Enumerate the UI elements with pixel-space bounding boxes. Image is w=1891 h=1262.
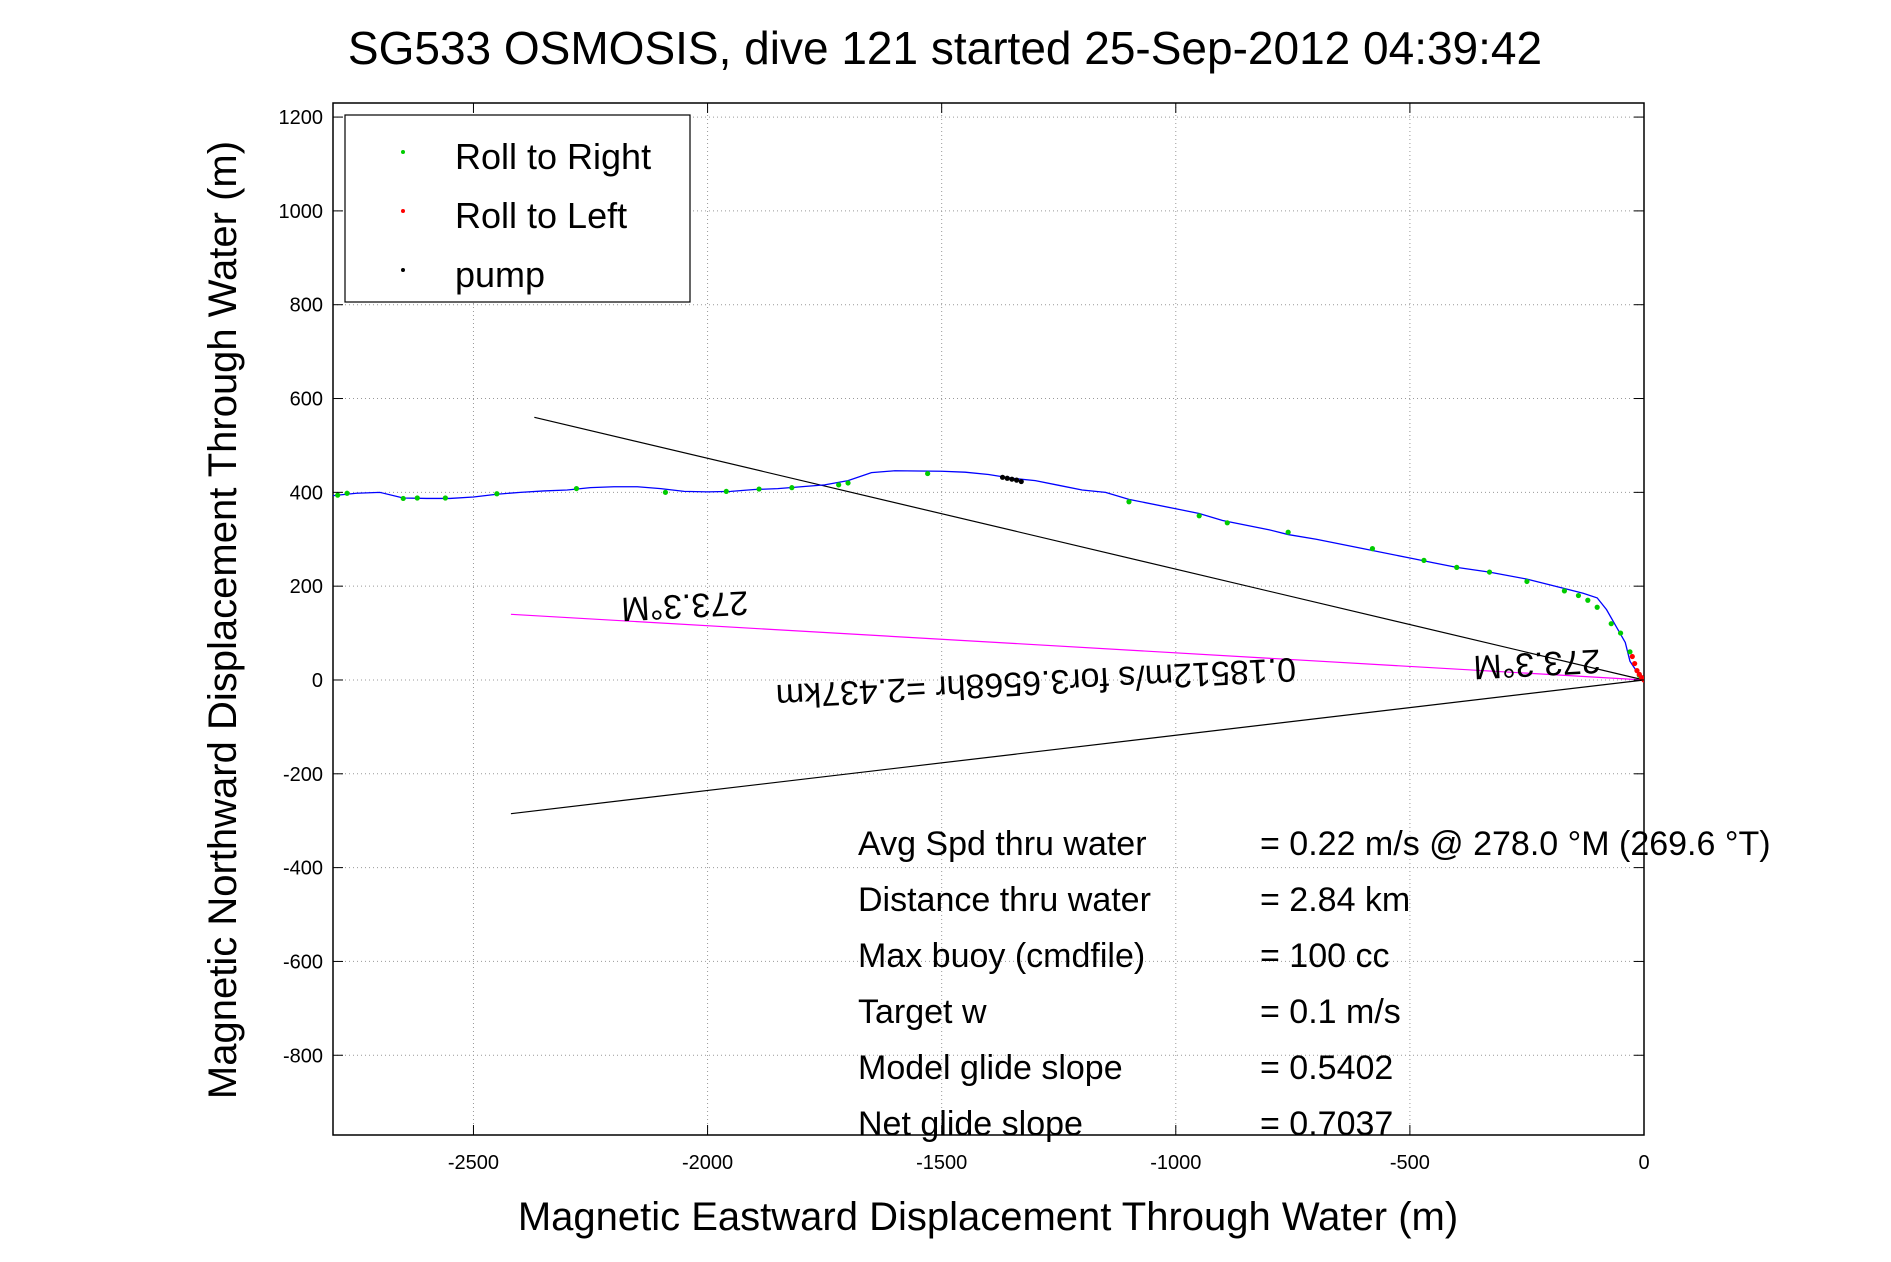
y-tick-label-5: 200 bbox=[290, 576, 323, 598]
point-pump-3 bbox=[1004, 475, 1010, 481]
legend-label-2: pump bbox=[455, 254, 545, 295]
stat-value-4: = 0.5402 bbox=[1260, 1049, 1393, 1087]
point-roll-to-right-17 bbox=[925, 470, 931, 477]
stat-value-3: = 0.1 m/s bbox=[1260, 993, 1401, 1031]
stat-value-1: = 2.84 km bbox=[1260, 881, 1410, 919]
point-roll-to-right-22 bbox=[723, 488, 729, 495]
chart-title: SG533 OSMOSIS, dive 121 started 25-Sep-2… bbox=[348, 22, 1542, 74]
point-roll-to-right-16 bbox=[1126, 499, 1132, 505]
rotated-annotation-2: 0.18512m/s for3.6568hr =2.437km bbox=[775, 650, 1297, 715]
stat-label-2: Max buoy (cmdfile) bbox=[858, 937, 1145, 975]
point-roll-to-right-24 bbox=[573, 485, 580, 492]
stat-value-0: = 0.22 m/s @ 278.0 °M (269.6 °T) bbox=[1260, 825, 1771, 863]
x-tick-label-5: 0 bbox=[1638, 1152, 1649, 1174]
rotated-annotation-1: 273.3°M bbox=[1472, 641, 1601, 686]
stat-label-3: Target w bbox=[858, 993, 987, 1031]
point-roll-to-right-28 bbox=[400, 495, 406, 502]
legend-marker-2 bbox=[401, 268, 405, 272]
point-roll-to-right-8 bbox=[1524, 578, 1530, 585]
point-roll-to-right-10 bbox=[1454, 564, 1460, 571]
point-roll-to-right-7 bbox=[1561, 588, 1568, 594]
y-tick-label-3: -200 bbox=[283, 764, 323, 786]
legend-label-1: Roll to Left bbox=[455, 195, 627, 236]
point-roll-to-right-1 bbox=[1627, 649, 1633, 655]
x-tick-label-3: -1000 bbox=[1150, 1152, 1201, 1174]
point-roll-to-right-5 bbox=[1585, 597, 1591, 603]
legend: Roll to Right Roll to Left pump bbox=[344, 114, 691, 303]
y-axis-ticks: -800 -600 -400 -200 0 200 400 600 800 1000 1200 bbox=[279, 107, 1644, 1067]
point-roll-to-right-30 bbox=[335, 492, 341, 498]
stat-label-4: Model glide slope bbox=[858, 1049, 1123, 1087]
stat-label-1: Distance thru water bbox=[858, 881, 1151, 919]
reference-line-1 bbox=[510, 679, 1644, 815]
point-pump-2 bbox=[1009, 476, 1015, 482]
y-tick-label-10: 1200 bbox=[279, 107, 324, 129]
point-roll-to-right-15 bbox=[1196, 513, 1202, 519]
stat-value-5: = 0.7037 bbox=[1260, 1105, 1393, 1143]
point-roll-to-left-5 bbox=[1629, 653, 1635, 660]
y-tick-label-6: 400 bbox=[290, 482, 323, 504]
stats-block: Avg Spd thru water = 0.22 m/s @ 278.0 °M … bbox=[858, 825, 1771, 1143]
point-roll-to-right-3 bbox=[1608, 621, 1614, 627]
reference-lines bbox=[510, 416, 1644, 815]
x-tick-label-4: -500 bbox=[1390, 1152, 1430, 1174]
reference-line-2 bbox=[510, 613, 1644, 681]
y-tick-label-4: 0 bbox=[312, 670, 323, 692]
point-roll-to-right-23 bbox=[662, 489, 669, 495]
point-roll-to-right-11 bbox=[1421, 557, 1427, 563]
point-roll-to-right-25 bbox=[494, 491, 500, 497]
point-roll-to-right-14 bbox=[1224, 520, 1230, 526]
stat-label-0: Avg Spd thru water bbox=[858, 825, 1147, 863]
track-line bbox=[333, 470, 1644, 681]
point-roll-to-right-29 bbox=[344, 490, 350, 496]
point-roll-to-right-9 bbox=[1486, 569, 1493, 575]
x-axis-label: Magnetic Eastward Displacement Through W… bbox=[518, 1195, 1458, 1239]
y-axis-label: Magnetic Northward Displacement Through … bbox=[201, 141, 245, 1099]
legend-label-0: Roll to Right bbox=[455, 136, 651, 177]
point-pump-0 bbox=[1018, 478, 1024, 485]
point-roll-to-left-4 bbox=[1632, 660, 1638, 667]
point-roll-to-left-2 bbox=[1636, 671, 1642, 677]
x-tick-label-1: -2000 bbox=[682, 1152, 733, 1174]
y-tick-label-2: -400 bbox=[283, 858, 323, 880]
point-pump-1 bbox=[1013, 477, 1020, 483]
point-roll-to-right-26 bbox=[442, 495, 448, 501]
y-tick-label-9: 1000 bbox=[279, 201, 324, 223]
y-tick-label-7: 600 bbox=[290, 389, 323, 411]
point-roll-to-right-19 bbox=[836, 482, 842, 488]
point-roll-to-right-18 bbox=[845, 480, 851, 486]
reference-line-0 bbox=[534, 416, 1644, 681]
x-axis-ticks: -2500 -2000 -1500 -1000 -500 0 bbox=[448, 103, 1650, 1174]
point-pump-4 bbox=[999, 474, 1006, 480]
plot-frame bbox=[332, 102, 1645, 1136]
point-roll-to-right-13 bbox=[1285, 529, 1291, 535]
stat-value-2: = 100 cc bbox=[1260, 937, 1389, 975]
stat-label-5: Net glide slope bbox=[858, 1105, 1083, 1143]
point-roll-to-right-21 bbox=[756, 486, 762, 492]
y-tick-label-8: 800 bbox=[290, 295, 323, 317]
series-markers bbox=[335, 470, 1644, 683]
x-tick-label-2: -1500 bbox=[916, 1152, 967, 1174]
y-tick-label-1: -600 bbox=[283, 951, 323, 973]
point-roll-to-right-6 bbox=[1575, 592, 1582, 599]
plot-area bbox=[332, 102, 1645, 1136]
rotated-annotation-0: 273.3°M bbox=[620, 583, 749, 628]
y-tick-label-0: -800 bbox=[283, 1045, 323, 1067]
point-roll-to-right-12 bbox=[1369, 546, 1376, 552]
point-roll-to-right-4 bbox=[1594, 604, 1600, 610]
point-roll-to-left-3 bbox=[1634, 668, 1640, 674]
point-roll-to-right-27 bbox=[414, 495, 420, 501]
dive-track bbox=[333, 470, 1644, 681]
x-tick-label-0: -2500 bbox=[448, 1152, 499, 1174]
legend-marker-1 bbox=[401, 209, 405, 213]
legend-marker-0 bbox=[401, 150, 405, 154]
point-roll-to-right-2 bbox=[1617, 630, 1624, 636]
point-roll-to-right-20 bbox=[789, 485, 795, 491]
